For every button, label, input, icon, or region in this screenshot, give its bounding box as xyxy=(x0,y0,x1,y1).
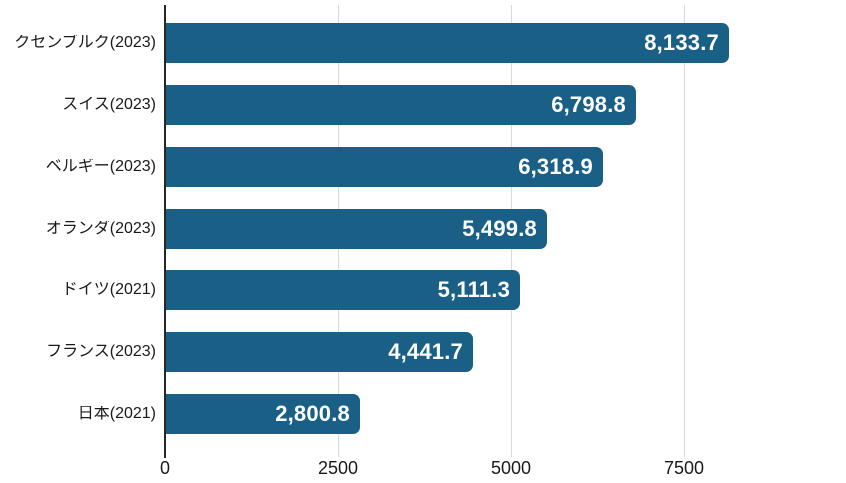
bar[interactable]: 6,798.8 xyxy=(166,84,636,125)
bar-track: 8,133.7 xyxy=(165,22,846,63)
bar-track: 2,800.8 xyxy=(165,394,846,435)
bar-track: 5,111.3 xyxy=(165,270,846,311)
category-label: オランダ(2023) xyxy=(45,220,156,237)
bar-track: 6,318.9 xyxy=(165,146,846,187)
bar[interactable]: 8,133.7 xyxy=(166,22,729,63)
category-label: ベルギー(2023) xyxy=(45,158,156,175)
bar[interactable]: 2,800.8 xyxy=(166,394,360,435)
bar[interactable]: 5,111.3 xyxy=(166,270,520,311)
category-label: フランス(2023) xyxy=(46,344,156,361)
x-tick-label: 5000 xyxy=(490,458,532,478)
bar-track: 6,798.8 xyxy=(165,84,846,125)
gridline xyxy=(683,5,685,457)
x-tick-label: 2500 xyxy=(317,458,359,478)
bar-row: スイス(2023) 6,798.8 xyxy=(0,74,846,136)
category-label: ドイツ(2021) xyxy=(61,282,156,299)
x-tick-label: 7500 xyxy=(663,458,705,478)
bar-value-label: 5,499.8 xyxy=(462,215,537,241)
bar[interactable]: 4,441.7 xyxy=(166,332,473,373)
bar-row: オランダ(2023) 5,499.8 xyxy=(0,198,846,260)
bar-row: ベルギー(2023) 6,318.9 xyxy=(0,136,846,198)
category-label: スイス(2023) xyxy=(62,96,156,113)
bar-track: 4,441.7 xyxy=(165,332,846,373)
bar-rows: クセンブルク(2023) 8,133.7 スイス(2023) 6,798.8 ベルギー(… xyxy=(0,12,846,445)
bar-track: 5,499.8 xyxy=(165,208,846,249)
bar[interactable]: 5,499.8 xyxy=(166,208,547,249)
bar-row: フランス(2023) 4,441.7 xyxy=(0,321,846,383)
bar-value-label: 2,800.8 xyxy=(275,401,350,427)
bar-value-label: 5,111.3 xyxy=(437,277,510,303)
x-tick-label: 0 xyxy=(159,458,171,478)
bar-value-label: 6,798.8 xyxy=(551,91,626,117)
category-label: 日本(2021) xyxy=(77,406,156,423)
bar-row: ドイツ(2021) 5,111.3 xyxy=(0,259,846,321)
y-axis-line xyxy=(164,5,166,458)
bar-value-label: 8,133.7 xyxy=(644,29,719,55)
category-label: クセンブルク(2023) xyxy=(14,34,156,51)
bar-row: クセンブルク(2023) 8,133.7 xyxy=(0,12,846,74)
bar-value-label: 4,441.7 xyxy=(388,339,463,365)
bar-row: 日本(2021) 2,800.8 xyxy=(0,383,846,445)
bar-value-label: 6,318.9 xyxy=(518,153,593,179)
bar[interactable]: 6,318.9 xyxy=(166,146,603,187)
